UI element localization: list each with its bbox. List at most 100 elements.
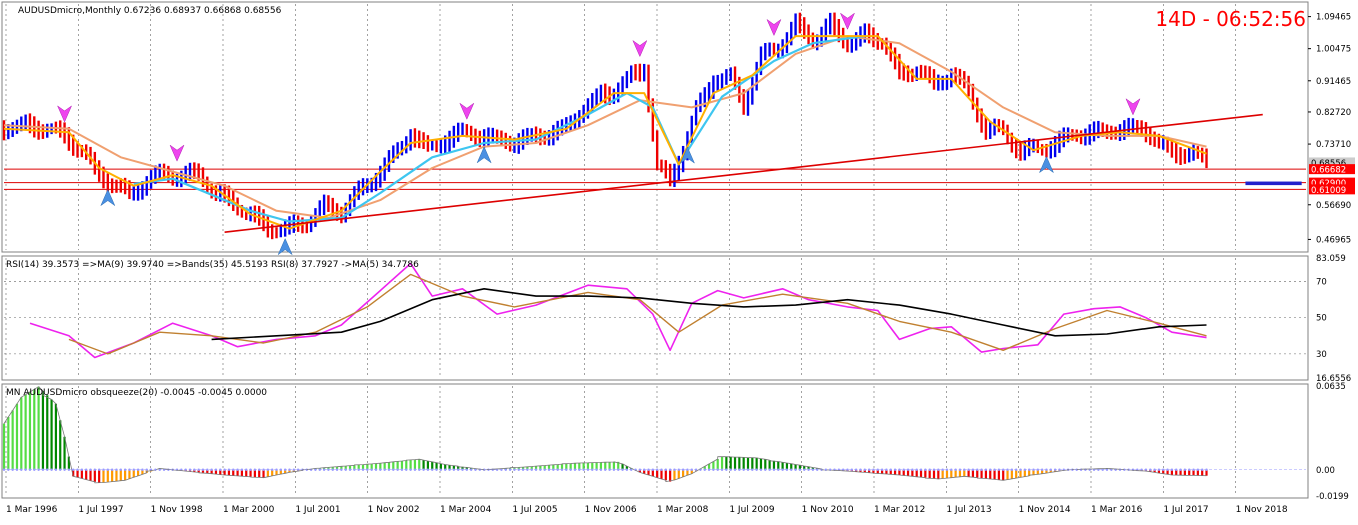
sell-arrow-icon xyxy=(632,39,648,58)
squeeze-dot xyxy=(132,468,135,471)
squeeze-dot xyxy=(1105,468,1109,471)
squeeze-outline xyxy=(3,386,1207,484)
trendline[interactable] xyxy=(224,113,1263,233)
squeeze-dot xyxy=(72,468,75,471)
flat-zone xyxy=(1245,181,1302,186)
x-tick-label: 1 Mar 2016 xyxy=(1091,505,1143,515)
x-tick-label: 1 Nov 2002 xyxy=(368,505,420,515)
price-level-tag xyxy=(1309,184,1355,195)
sell-arrow-icon xyxy=(459,102,475,120)
squeeze-dot xyxy=(206,468,209,471)
squeeze-dot xyxy=(141,468,144,471)
sell-arrow-icon xyxy=(839,12,856,30)
squeeze-dot xyxy=(586,468,590,471)
moving-averages xyxy=(3,35,1207,230)
price-level-tag xyxy=(1309,164,1355,175)
squeeze-dot xyxy=(1157,468,1161,471)
buy-arrow-icon xyxy=(679,146,696,164)
x-tick-label: 1 Nov 2006 xyxy=(585,505,637,515)
x-tick-label: 1 Mar 2012 xyxy=(874,505,925,515)
price-level-tag xyxy=(1309,157,1355,168)
axes-labels: 1 Mar 1996 1 Jul 1997 1 Nov 1998 1 Mar 2000… xyxy=(6,13,1351,515)
squeeze-dot xyxy=(41,468,45,471)
rising-trendline xyxy=(224,113,1263,233)
rsi-tick-label: 30 xyxy=(1316,350,1327,360)
squeeze-dot xyxy=(1032,468,1035,471)
squeeze-dot xyxy=(681,468,685,471)
squeeze-dot xyxy=(720,468,724,471)
buy-arrow-icon xyxy=(100,188,116,207)
squeeze-dot xyxy=(552,468,555,471)
countdown-timer: 14D - 06:52:56 xyxy=(1155,7,1306,31)
squeeze-dot xyxy=(655,468,659,471)
squeeze-dot xyxy=(997,468,1001,471)
squeeze-dot xyxy=(262,468,265,471)
price-tick-label: 0.91465 xyxy=(1316,77,1351,87)
squeeze-dot xyxy=(197,468,200,471)
squeeze-tick-label: -0.0199 xyxy=(1316,492,1349,502)
price-tick-label: 0.46965 xyxy=(1316,235,1351,245)
squeeze-dot xyxy=(331,468,334,471)
ma-fast-line xyxy=(3,35,1207,230)
price-level-tag-label: 0.66682 xyxy=(1311,166,1346,176)
squeeze-dot xyxy=(67,468,71,471)
squeeze-dot xyxy=(841,468,845,471)
squeeze-dot xyxy=(7,468,10,471)
squeeze-dot xyxy=(846,468,849,471)
squeeze-dot xyxy=(426,468,430,471)
price-tick-label: 0.82720 xyxy=(1316,108,1351,118)
rsi-tick-label: 16.6556 xyxy=(1316,374,1351,384)
squeeze-dot xyxy=(906,468,910,471)
squeeze-dot xyxy=(201,468,205,471)
squeeze-dot xyxy=(872,468,875,471)
squeeze-dot xyxy=(971,468,975,471)
squeeze-dot xyxy=(292,468,296,471)
squeeze-dot xyxy=(521,468,525,471)
squeeze-dot xyxy=(106,468,110,471)
squeeze-dot xyxy=(517,468,520,471)
price-level-tag-label: 0.68556 xyxy=(1311,159,1346,169)
squeeze-dot xyxy=(651,468,655,471)
squeeze-dot xyxy=(716,468,719,471)
squeeze-dot xyxy=(232,468,235,471)
price-tick-label: 1.00475 xyxy=(1316,45,1351,55)
squeeze-dot xyxy=(647,468,650,471)
squeeze-dot xyxy=(807,468,810,471)
squeeze-dot xyxy=(1192,468,1195,471)
squeeze-dot xyxy=(880,468,884,471)
ma-slow-line xyxy=(3,35,1207,219)
sell-arrow-icon xyxy=(169,144,185,162)
squeeze-dot xyxy=(1162,468,1165,471)
symbol-line: AUDUSDmicro,Monthly 0.67236 0.68937 0.66… xyxy=(18,6,282,16)
x-tick-label: 1 Jul 2001 xyxy=(295,505,340,515)
squeeze-dot xyxy=(296,468,300,471)
squeeze-dot xyxy=(110,468,114,471)
squeeze-dot xyxy=(976,468,979,471)
squeeze-dot xyxy=(396,468,399,471)
squeeze-dot xyxy=(46,468,49,471)
squeeze-dot xyxy=(686,468,689,471)
squeeze-dot xyxy=(612,468,616,471)
price-tick-label: 0.73710 xyxy=(1316,140,1351,150)
squeeze-dot xyxy=(236,468,239,471)
squeeze-dot xyxy=(526,468,529,471)
squeeze-dot xyxy=(76,468,79,471)
rsi-tick-label: 83.059 xyxy=(1316,254,1346,264)
squeeze-dot xyxy=(227,468,231,471)
squeeze-dot xyxy=(1036,468,1040,471)
buy-arrow-icon xyxy=(1038,155,1055,174)
x-tick-label: 1 Jul 2017 xyxy=(1163,505,1208,515)
ma-mid-line xyxy=(133,35,865,223)
squeeze-dot xyxy=(327,468,330,471)
price-level-tag-label: 0.62900 xyxy=(1311,179,1346,189)
squeeze-dot xyxy=(742,468,745,471)
squeeze-dot xyxy=(617,468,620,471)
squeeze-dot xyxy=(37,468,40,471)
x-tick-label: 1 Mar 2004 xyxy=(440,505,492,515)
squeeze-dot xyxy=(270,468,274,471)
x-tick-label: 1 Jul 2013 xyxy=(946,505,991,515)
squeeze-dot xyxy=(387,468,391,471)
squeeze-dot xyxy=(422,468,425,471)
